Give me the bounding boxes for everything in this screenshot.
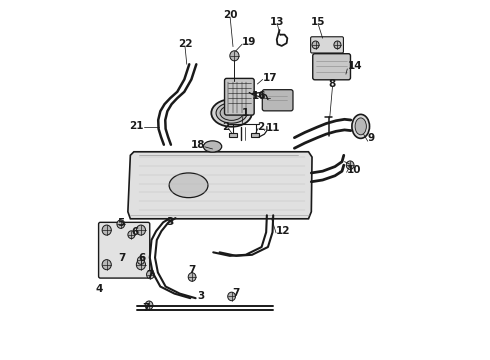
Ellipse shape — [230, 51, 239, 61]
Text: 7: 7 — [233, 288, 240, 298]
Text: 13: 13 — [270, 17, 285, 27]
Ellipse shape — [312, 41, 319, 49]
Text: 10: 10 — [346, 165, 361, 175]
Text: 7: 7 — [146, 270, 153, 280]
Ellipse shape — [352, 114, 369, 138]
Ellipse shape — [128, 231, 135, 239]
Ellipse shape — [334, 41, 341, 49]
Text: 20: 20 — [223, 10, 238, 20]
Text: 7: 7 — [188, 265, 195, 275]
FancyBboxPatch shape — [311, 37, 343, 53]
Text: 17: 17 — [263, 73, 277, 83]
Ellipse shape — [169, 173, 208, 198]
Ellipse shape — [188, 273, 196, 281]
Text: 18: 18 — [191, 140, 205, 150]
Text: 7: 7 — [142, 303, 149, 313]
Text: 3: 3 — [197, 292, 204, 301]
Text: 6: 6 — [139, 253, 146, 262]
Ellipse shape — [117, 220, 124, 228]
Text: 5: 5 — [117, 218, 124, 228]
Ellipse shape — [136, 225, 146, 235]
Text: 22: 22 — [178, 39, 192, 49]
Text: 16: 16 — [252, 91, 266, 101]
Ellipse shape — [147, 270, 154, 279]
FancyBboxPatch shape — [262, 90, 293, 111]
Ellipse shape — [136, 260, 146, 270]
Polygon shape — [229, 134, 237, 137]
Text: 19: 19 — [242, 37, 257, 47]
Polygon shape — [128, 152, 312, 219]
Ellipse shape — [355, 118, 367, 135]
Ellipse shape — [346, 161, 354, 170]
Ellipse shape — [102, 260, 111, 270]
Ellipse shape — [137, 257, 145, 264]
Ellipse shape — [203, 141, 221, 152]
Text: 4: 4 — [96, 284, 103, 294]
Text: 1: 1 — [242, 108, 249, 118]
FancyBboxPatch shape — [224, 78, 254, 115]
FancyBboxPatch shape — [98, 222, 150, 278]
Text: 15: 15 — [311, 17, 326, 27]
Text: 11: 11 — [266, 123, 280, 133]
Text: 9: 9 — [368, 133, 375, 143]
Text: 2: 2 — [257, 122, 265, 132]
Text: 2: 2 — [222, 122, 229, 132]
Text: 14: 14 — [348, 62, 363, 71]
Ellipse shape — [145, 301, 153, 310]
Text: 6: 6 — [131, 227, 139, 237]
Text: 21: 21 — [129, 121, 144, 131]
Text: 12: 12 — [276, 226, 291, 236]
FancyBboxPatch shape — [313, 54, 350, 80]
Text: 7: 7 — [119, 253, 126, 262]
Ellipse shape — [228, 292, 236, 301]
Polygon shape — [251, 134, 259, 137]
Ellipse shape — [216, 103, 247, 123]
Ellipse shape — [102, 225, 111, 235]
Text: 8: 8 — [329, 79, 336, 89]
Ellipse shape — [211, 99, 252, 127]
Text: 3: 3 — [167, 217, 174, 227]
Ellipse shape — [220, 105, 243, 120]
